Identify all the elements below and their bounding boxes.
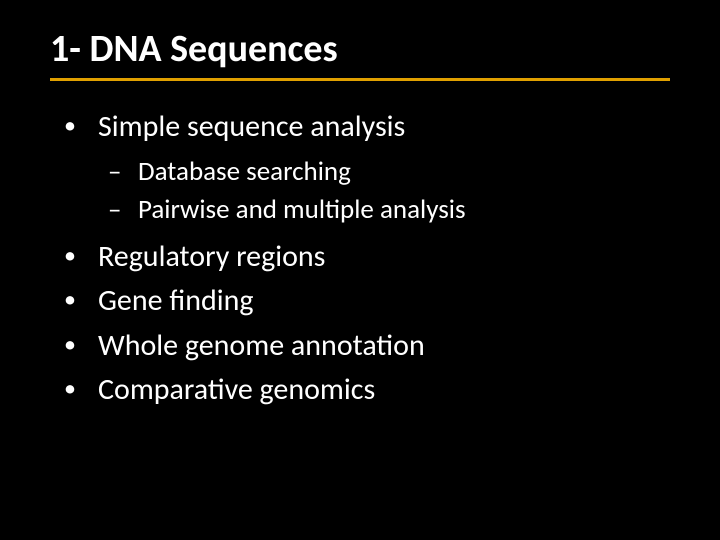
list-item-text: Gene finding: [98, 281, 254, 322]
slide: 1- DNA Sequences • Simple sequence analy…: [0, 0, 720, 540]
list-item-text: Whole genome annotation: [98, 326, 425, 367]
sub-list: – Database searching – Pairwise and mult…: [64, 153, 670, 229]
sub-list-item-text: Pairwise and multiple analysis: [138, 191, 466, 229]
sub-list-item: – Database searching: [108, 153, 670, 191]
bullet-icon: •: [64, 281, 98, 319]
list-item-text: Regulatory regions: [98, 237, 325, 278]
list-item-text: Comparative genomics: [98, 370, 375, 411]
bullet-icon: •: [64, 107, 98, 145]
title-underline: [50, 78, 670, 81]
list-item-text: Simple sequence analysis: [98, 107, 405, 148]
bullet-icon: •: [64, 237, 98, 275]
bullet-icon: •: [64, 370, 98, 408]
dash-icon: –: [108, 153, 138, 191]
list-item: • Regulatory regions: [64, 237, 670, 278]
dash-icon: –: [108, 191, 138, 229]
list-item: • Comparative genomics: [64, 370, 670, 411]
list-item: • Gene finding: [64, 281, 670, 322]
list-item: • Simple sequence analysis: [64, 107, 670, 148]
bullet-icon: •: [64, 326, 98, 364]
sub-list-item-text: Database searching: [138, 153, 351, 191]
list-item: • Whole genome annotation: [64, 326, 670, 367]
slide-title: 1- DNA Sequences: [50, 28, 670, 72]
slide-content: • Simple sequence analysis – Database se…: [50, 107, 670, 411]
sub-list-item: – Pairwise and multiple analysis: [108, 191, 670, 229]
